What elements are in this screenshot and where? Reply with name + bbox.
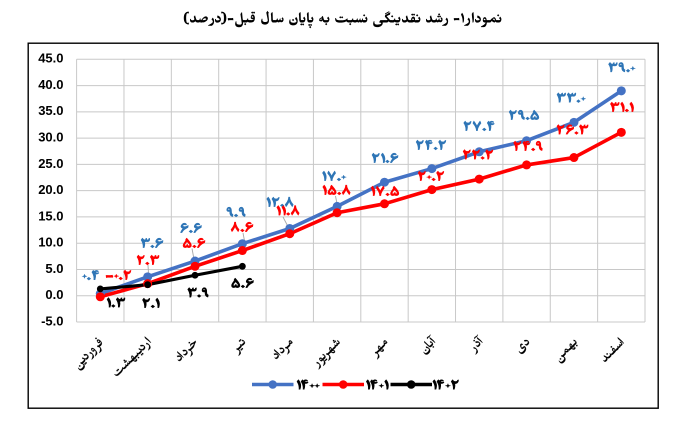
svg-text:5.0: 5.0 <box>45 261 63 276</box>
svg-text:30.0: 30.0 <box>38 130 63 145</box>
svg-text:20.0: 20.0 <box>38 182 63 197</box>
svg-text:15.0: 15.0 <box>38 208 63 223</box>
svg-text:35.0: 35.0 <box>38 103 63 118</box>
svg-text:-5.0: -5.0 <box>41 313 63 328</box>
svg-text:25.0: 25.0 <box>38 156 63 171</box>
svg-text:40.0: 40.0 <box>38 77 63 92</box>
svg-text:0.0: 0.0 <box>45 287 63 302</box>
svg-text:10.0: 10.0 <box>38 235 63 250</box>
svg-text:45.0: 45.0 <box>38 51 63 66</box>
